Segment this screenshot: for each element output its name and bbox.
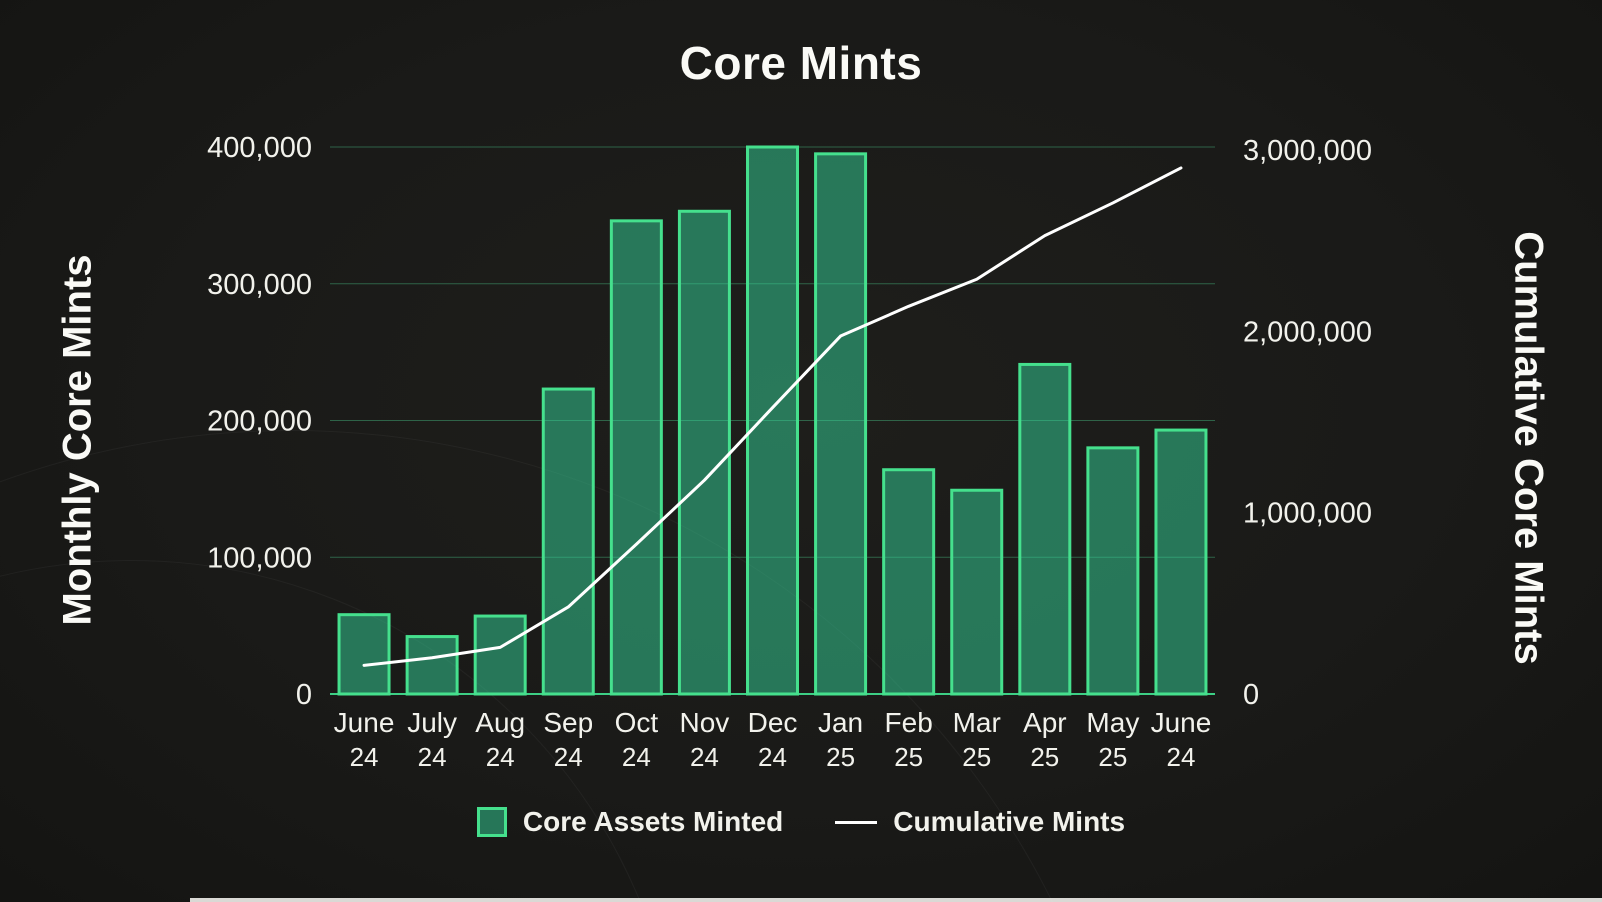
x-axis-year-label: 24 xyxy=(622,742,651,772)
bar-Aug-24 xyxy=(473,614,527,696)
bar-Nov-24 xyxy=(677,209,731,696)
x-axis-year-label: 25 xyxy=(894,742,923,772)
bar-Sep-24 xyxy=(541,387,595,696)
left-axis-tick-label: 300,000 xyxy=(207,269,312,301)
x-axis-month-label: June xyxy=(1151,707,1212,738)
x-axis-year-label: 24 xyxy=(486,742,515,772)
bar-Feb-25 xyxy=(882,468,936,696)
x-axis-month-label: Oct xyxy=(615,707,659,738)
x-axis-month-label: Sep xyxy=(543,707,593,738)
bar-June-24 xyxy=(337,613,391,696)
legend-label-line: Cumulative Mints xyxy=(893,806,1126,837)
bar-Mar-25 xyxy=(950,488,1004,696)
bar-May-25 xyxy=(1086,446,1140,696)
legend-item-bars: Core Assets Minted xyxy=(476,806,784,838)
bar-Dec-24 xyxy=(746,145,799,696)
bar-series-swatch-icon xyxy=(476,807,507,837)
right-axis-tick-label: 2,000,000 xyxy=(1243,316,1372,348)
left-axis-tick-label: 200,000 xyxy=(207,406,312,438)
x-axis-month-label: Aug xyxy=(475,707,525,738)
x-axis-month-label: Feb xyxy=(885,707,933,738)
chart-title: Core Mints xyxy=(679,37,923,89)
x-axis-year-label: 25 xyxy=(962,742,991,772)
bar-Jan-25 xyxy=(814,152,868,696)
bar-July-24 xyxy=(405,635,459,696)
x-axis-month-label: July xyxy=(407,707,457,738)
x-axis-month-label: May xyxy=(1086,707,1139,738)
right-axis-tick-label: 1,000,000 xyxy=(1243,498,1372,530)
bar-Oct-24 xyxy=(609,219,663,696)
left-axis-tick-label: 100,000 xyxy=(207,542,312,574)
chart-legend: Core Assets Minted Cumulative Mints xyxy=(0,806,1602,838)
x-axis-month-label: Apr xyxy=(1023,707,1067,738)
x-axis-year-label: 24 xyxy=(690,742,719,772)
legend-item-line: Cumulative Mints xyxy=(835,806,1125,838)
x-axis-year-label: 24 xyxy=(758,742,787,772)
x-axis-year-label: 24 xyxy=(350,742,379,772)
x-axis-year-label: 25 xyxy=(1098,742,1127,772)
x-axis-month-label: Jan xyxy=(818,707,863,738)
legend-label-bars: Core Assets Minted xyxy=(522,806,784,837)
x-axis-month-label: Dec xyxy=(748,707,798,738)
right-axis-tick-label: 3,000,000 xyxy=(1243,135,1372,167)
bar-June-24 xyxy=(1154,428,1208,696)
x-axis-year-label: 24 xyxy=(554,742,583,772)
left-axis-tick-label: 0 xyxy=(296,679,312,711)
cumulative-line xyxy=(362,166,1183,667)
left-axis-tick-label: 400,000 xyxy=(207,132,312,164)
x-axis-year-label: 25 xyxy=(1030,742,1059,772)
bottom-edge-line xyxy=(190,898,1602,902)
bar-Apr-25 xyxy=(1018,362,1072,696)
x-axis-month-label: Mar xyxy=(953,707,1001,738)
x-axis-month-label: June xyxy=(334,707,395,738)
x-axis-year-label: 24 xyxy=(418,742,447,772)
right-axis-tick-label: 0 xyxy=(1243,679,1259,711)
x-axis-month-label: Nov xyxy=(680,707,730,738)
x-axis-year-label: 24 xyxy=(1167,742,1196,772)
line-series-swatch-icon xyxy=(835,820,878,824)
x-axis-year-label: 25 xyxy=(826,742,855,772)
